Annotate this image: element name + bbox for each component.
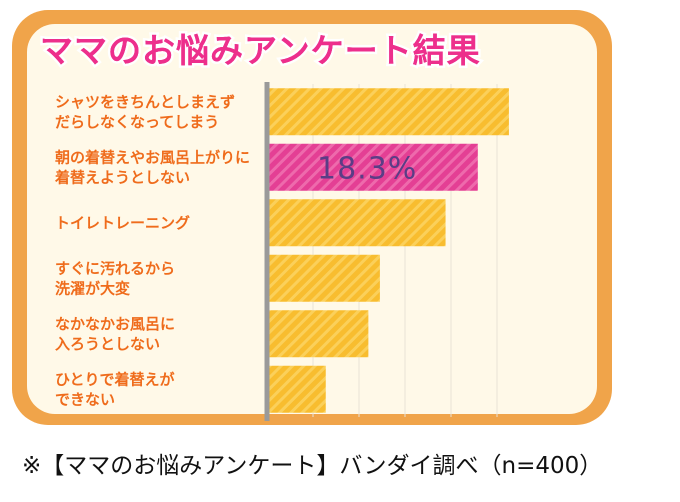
gridlines: [312, 84, 498, 417]
category-label: なかなかお風呂に入ろうとしない: [55, 315, 175, 353]
data-label: 18.3%: [317, 151, 417, 186]
bar: [267, 88, 509, 136]
chart-title: ママのお悩みアンケート結果: [40, 31, 481, 70]
source-caption: ※【ママのお悩みアンケート】バンダイ調べ（n=400）: [22, 453, 603, 479]
bars: [267, 88, 509, 413]
category-label: トイレトレーニング: [55, 214, 190, 232]
category-label: シャツをきちんとしまえずだらしなくなってしまう: [55, 93, 235, 131]
chart-title-outline: ママのお悩みアンケート結果: [38, 29, 483, 73]
category-label: すぐに汚れるから洗濯が大変: [55, 259, 175, 297]
bar: [267, 254, 380, 302]
bar: [267, 199, 446, 247]
category-labels: シャツをきちんとしまえずだらしなくなってしまう朝の着替えやお風呂上がりに着替えよ…: [54, 93, 417, 409]
category-label: ひとりで着替えができない: [55, 370, 176, 408]
category-label: 朝の着替えやお風呂上がりに着替えようとしない: [54, 148, 250, 186]
bar: [267, 143, 478, 191]
bar: [267, 365, 326, 413]
bar: [267, 310, 369, 358]
